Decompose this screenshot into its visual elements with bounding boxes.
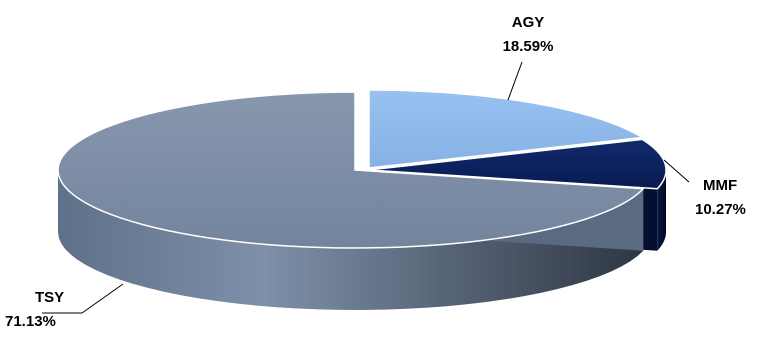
data-label-agy-category: AGY <box>512 14 545 31</box>
data-label-mmf-category: MMF <box>703 177 737 194</box>
pie-slice-agy-top <box>368 89 643 169</box>
data-label-mmf-value: 10.27% <box>695 201 746 218</box>
leader-line-mmf <box>663 159 690 183</box>
data-label-agy-value: 18.59% <box>503 38 554 55</box>
pie-slice-tsy-top <box>57 91 645 249</box>
data-label-mmf: MMF 10.27% <box>663 159 746 218</box>
data-label-tsy-category: TSY <box>35 289 64 306</box>
leader-line-agy <box>507 61 523 101</box>
pie-slice-mmf-side <box>657 170 666 251</box>
pie-slice-tsy-side <box>58 170 644 310</box>
leader-line-tsy <box>42 283 124 314</box>
pie-slice-agy <box>368 89 643 169</box>
pie-slice-mmf-top <box>368 138 667 190</box>
data-label-tsy: TSY 71.13% <box>5 283 124 330</box>
data-label-tsy-value: 71.13% <box>5 313 56 330</box>
pie-slice-tsy <box>57 91 645 310</box>
data-label-agy: AGY 18.59% <box>503 14 554 101</box>
